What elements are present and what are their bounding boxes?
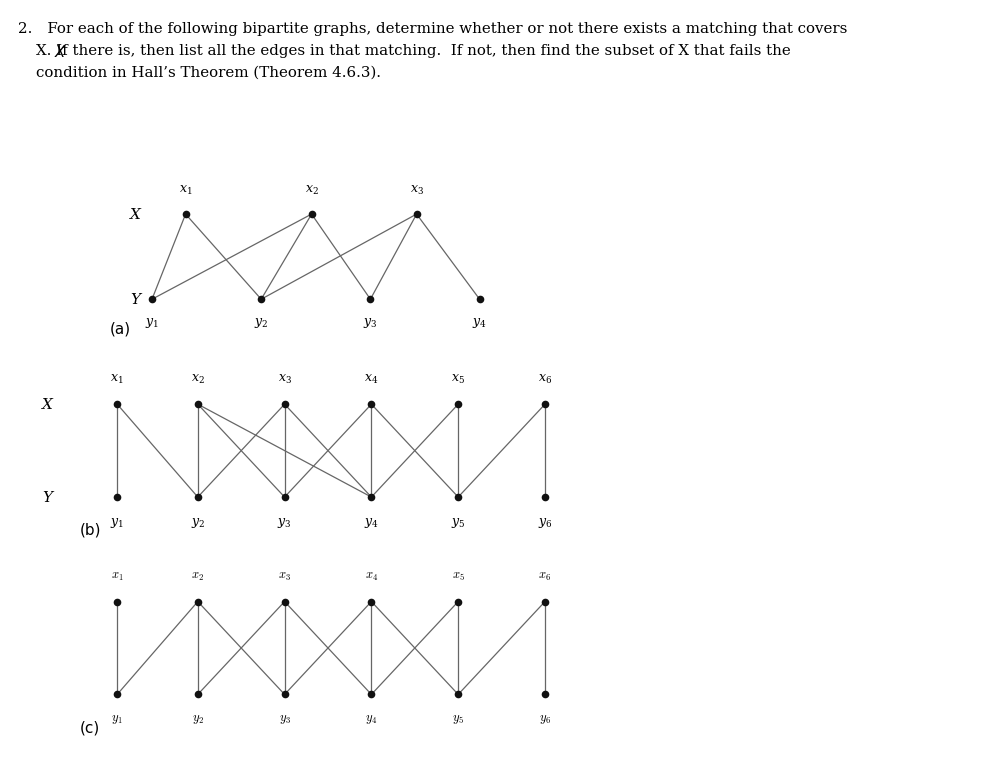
Text: $x_3$: $x_3$	[410, 184, 424, 197]
Text: $y_2$: $y_2$	[192, 713, 204, 726]
Text: $x_1$: $x_1$	[179, 184, 192, 197]
Text: $X$: $X$	[54, 44, 67, 60]
Text: $x_1$: $x_1$	[111, 570, 124, 583]
Text: $Y$: $Y$	[130, 292, 144, 307]
Text: $x_6$: $x_6$	[538, 372, 552, 385]
Text: 2. For each of the following bipartite graphs, determine whether or not there ex: 2. For each of the following bipartite g…	[18, 22, 847, 36]
Text: $y_6$: $y_6$	[538, 515, 552, 529]
Text: $x_2$: $x_2$	[191, 372, 205, 385]
Text: $Y$: $Y$	[42, 490, 55, 505]
Text: $x_6$: $x_6$	[538, 570, 552, 583]
Text: $y_5$: $y_5$	[451, 515, 465, 529]
Text: (c): (c)	[80, 721, 100, 735]
Text: $y_1$: $y_1$	[110, 515, 124, 529]
Text: $x_3$: $x_3$	[278, 570, 291, 583]
Text: condition in Hall’s Theorem (Theorem 4.6.3).: condition in Hall’s Theorem (Theorem 4.6…	[36, 66, 381, 80]
Text: $X$: $X$	[41, 397, 55, 412]
Text: $y_6$: $y_6$	[539, 713, 551, 726]
Text: $x_2$: $x_2$	[191, 570, 204, 583]
Text: $y_1$: $y_1$	[111, 713, 123, 726]
Text: $x_5$: $x_5$	[451, 372, 465, 385]
Text: (b): (b)	[80, 523, 102, 538]
Text: $x_5$: $x_5$	[452, 570, 465, 583]
Text: $y_4$: $y_4$	[364, 515, 379, 529]
Text: $y_4$: $y_4$	[365, 713, 378, 726]
Text: $x_2$: $x_2$	[305, 184, 318, 197]
Text: $y_4$: $y_4$	[472, 317, 487, 330]
Text: (a): (a)	[110, 322, 131, 337]
Text: $y_1$: $y_1$	[145, 317, 159, 330]
Text: $y_3$: $y_3$	[279, 713, 291, 726]
Text: $x_1$: $x_1$	[110, 372, 124, 385]
Text: $y_2$: $y_2$	[191, 515, 205, 529]
Text: $x_4$: $x_4$	[364, 372, 379, 385]
Text: $y_3$: $y_3$	[363, 317, 378, 330]
Text: X. If there is, then list all the edges in that matching.  If not, then find the: X. If there is, then list all the edges …	[36, 44, 791, 58]
Text: $y_3$: $y_3$	[277, 515, 292, 529]
Text: $y_5$: $y_5$	[452, 713, 464, 726]
Text: $y_2$: $y_2$	[254, 317, 268, 330]
Text: $x_4$: $x_4$	[365, 570, 378, 583]
Text: $x_3$: $x_3$	[278, 372, 292, 385]
Text: $X$: $X$	[129, 207, 144, 221]
